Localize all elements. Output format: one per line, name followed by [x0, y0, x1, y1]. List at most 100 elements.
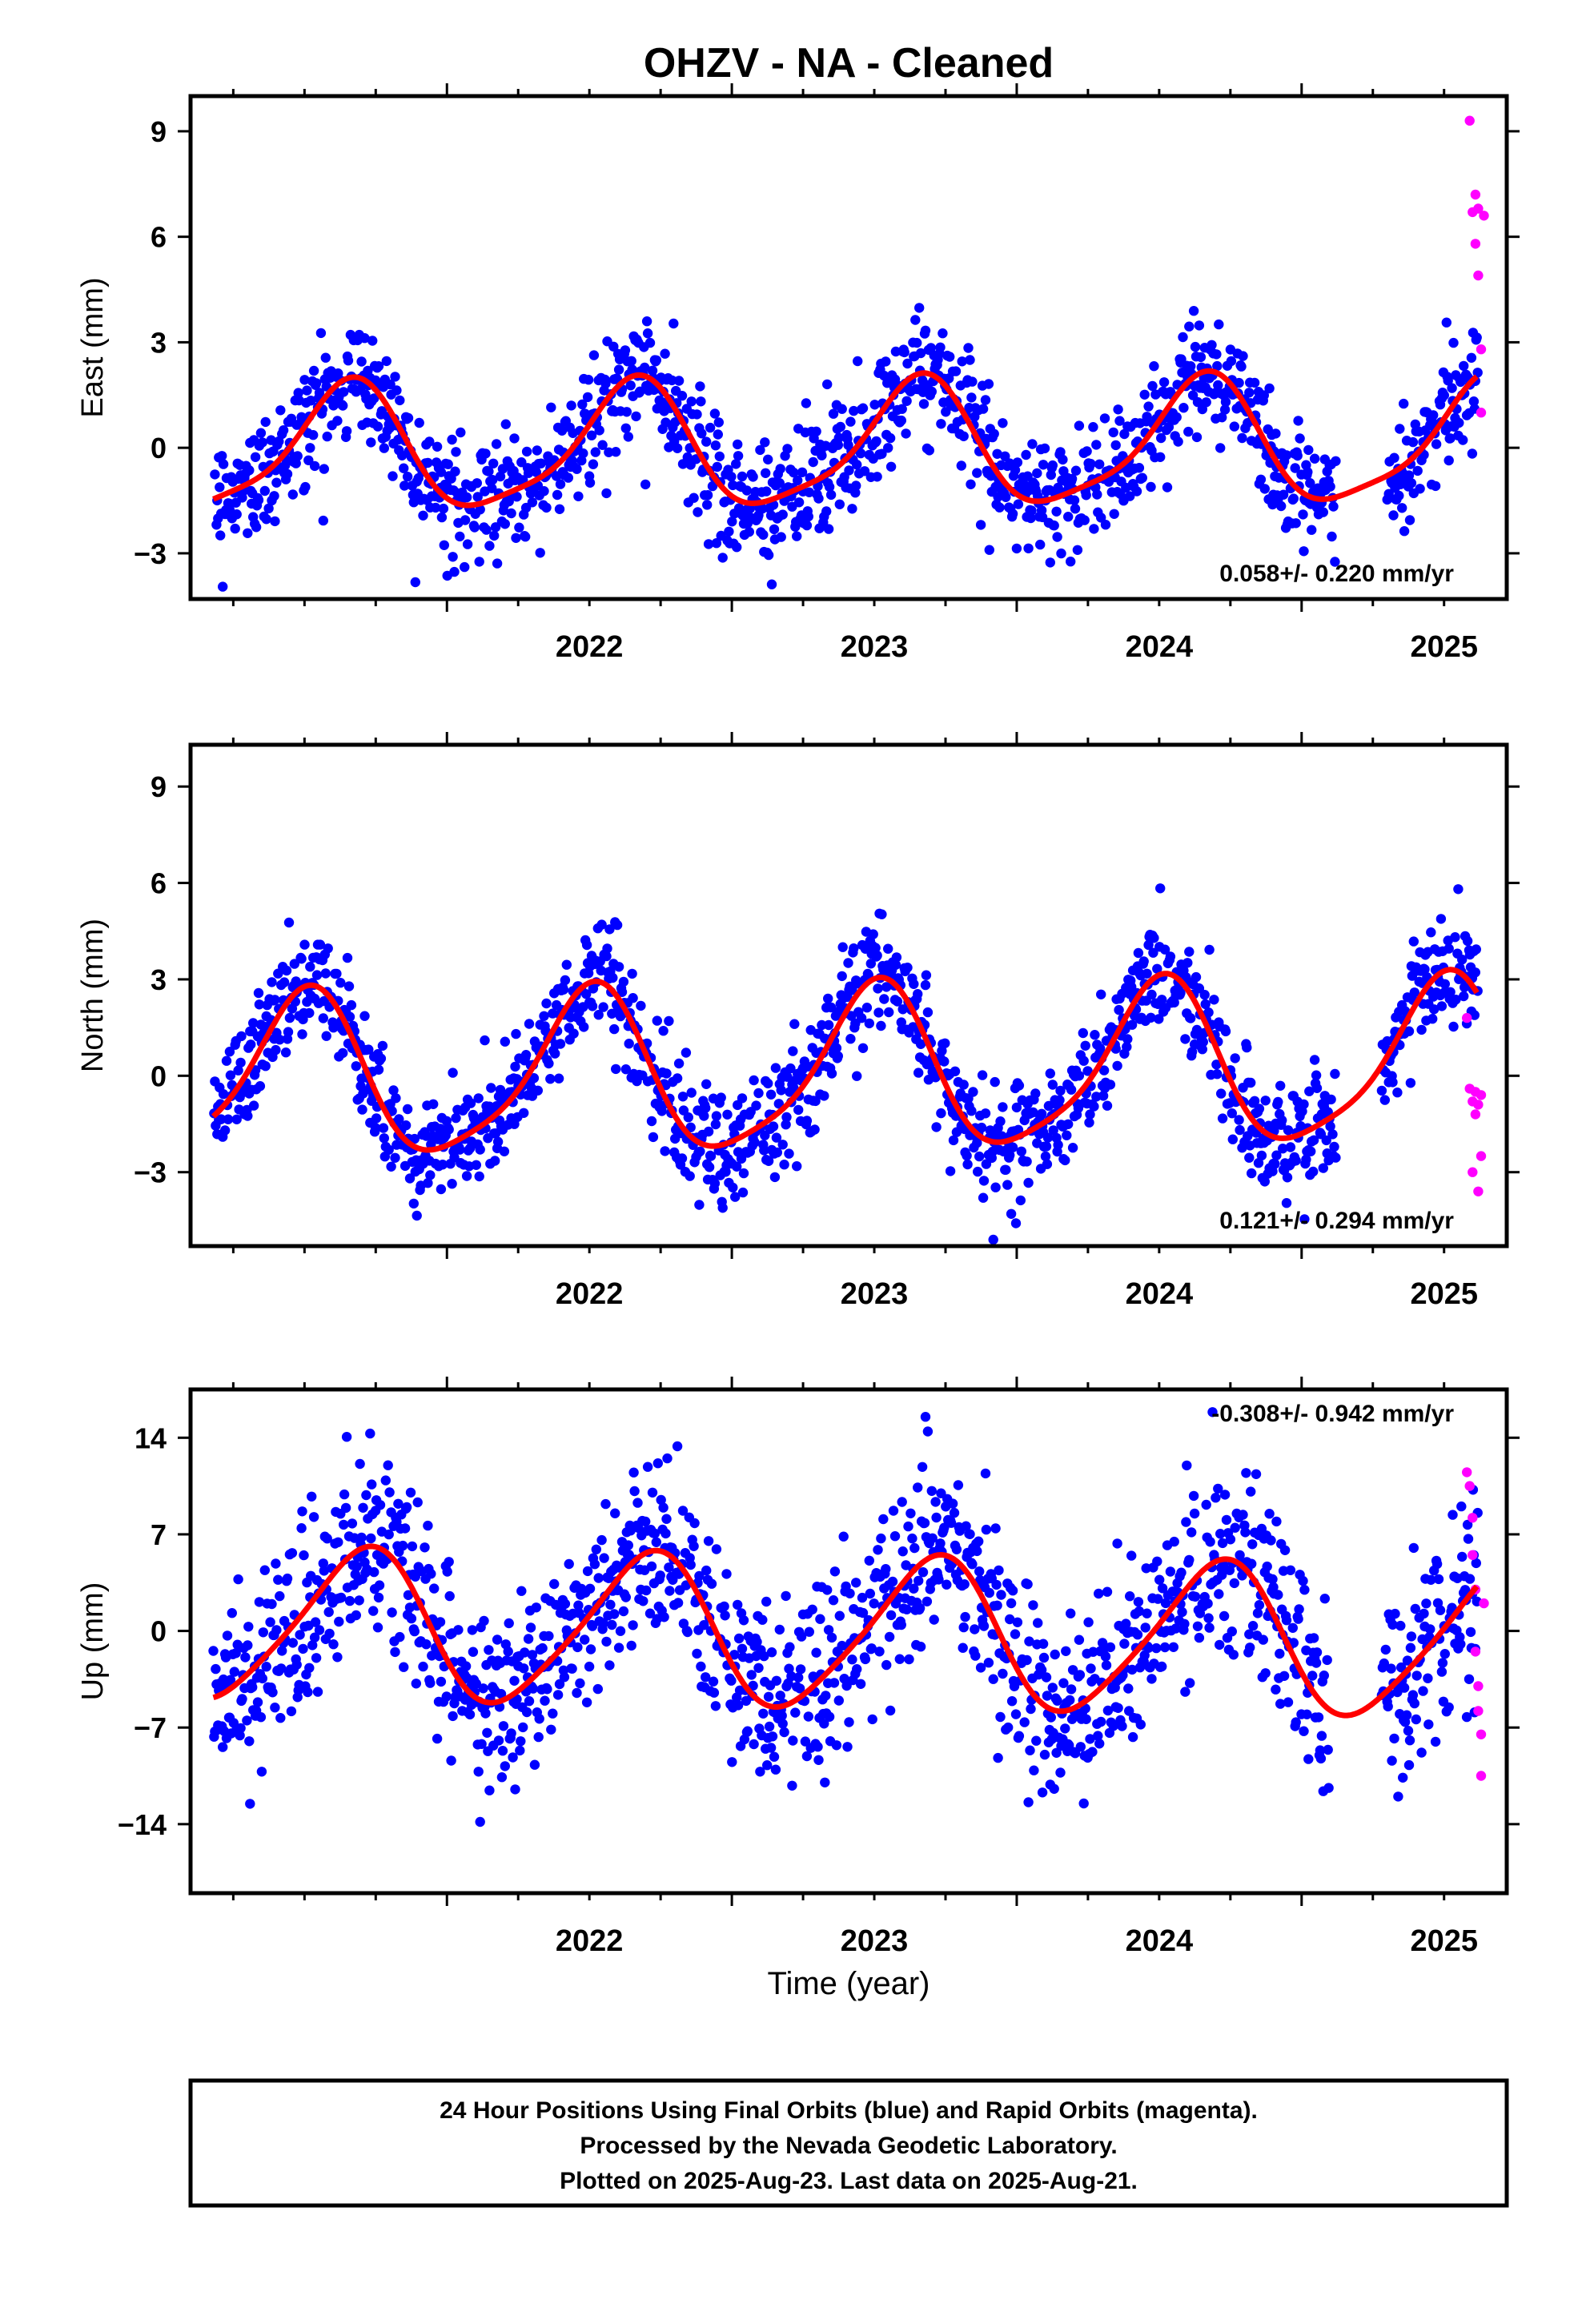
east-final-point [527, 497, 538, 508]
north-final-point [1175, 987, 1186, 999]
east-final-point [1299, 546, 1309, 557]
east-final-point [669, 318, 679, 329]
east-final-point [897, 404, 907, 414]
east-final-point [631, 411, 641, 422]
up-final-point [1039, 1749, 1050, 1760]
east-final-point [1108, 427, 1118, 438]
east-final-point [1186, 361, 1196, 372]
north-final-point [1015, 1195, 1026, 1206]
east-final-point [314, 388, 325, 398]
north-final-point [1165, 951, 1176, 962]
north-final-point [1457, 955, 1468, 965]
up-final-point [696, 1661, 706, 1672]
up-final-point [1102, 1705, 1114, 1716]
north-final-point [990, 1182, 1001, 1192]
up-final-point [1143, 1642, 1154, 1653]
east-final-point [1215, 443, 1226, 453]
up-final-point [407, 1541, 418, 1552]
up-final-point [1060, 1723, 1070, 1734]
up-final-point [894, 1654, 905, 1664]
east-final-point [766, 579, 777, 589]
up-final-point [1051, 1747, 1062, 1758]
up-final-point [304, 1663, 315, 1673]
up-final-point [373, 1592, 384, 1603]
up-final-point [640, 1516, 651, 1527]
east-final-point [1194, 320, 1205, 331]
north-final-point [311, 970, 323, 980]
up-final-point [592, 1683, 603, 1695]
north-final-point [703, 1126, 714, 1137]
up-final-point [1019, 1717, 1030, 1727]
north-final-point [539, 1011, 549, 1022]
up-final-point [575, 1678, 585, 1689]
east-final-point [403, 412, 414, 424]
north-final-point [784, 1148, 794, 1159]
up-final-point [383, 1460, 393, 1470]
north-final-point [1098, 1091, 1109, 1101]
up-final-point [254, 1597, 265, 1607]
north-final-point [1089, 1101, 1099, 1112]
north-final-point [1460, 982, 1470, 993]
east-final-point [484, 466, 494, 476]
up-final-point [1275, 1699, 1286, 1709]
east-final-point [899, 347, 909, 358]
up-rapid-point [1468, 1550, 1478, 1561]
up-y-tick-label: −7 [134, 1711, 167, 1744]
up-final-point [581, 1697, 592, 1707]
up-final-point [1431, 1558, 1443, 1570]
east-final-point [1309, 453, 1320, 464]
east-final-point [332, 416, 343, 426]
up-final-point [252, 1697, 263, 1707]
east-final-point [1303, 467, 1313, 477]
north-final-point [977, 1070, 988, 1080]
up-final-point [351, 1562, 362, 1572]
north-final-point [428, 1099, 439, 1110]
up-final-point [815, 1614, 825, 1624]
up-final-point [429, 1583, 440, 1594]
north-final-point [1016, 1146, 1027, 1157]
up-final-point [887, 1576, 898, 1587]
east-final-point [813, 493, 824, 504]
up-final-point [1033, 1618, 1043, 1628]
up-final-point [554, 1679, 565, 1690]
up-rapid-point [1464, 1481, 1475, 1491]
east-final-point [853, 356, 863, 367]
up-final-point [1112, 1538, 1122, 1549]
north-final-point [378, 1123, 389, 1133]
up-final-point [1127, 1731, 1138, 1743]
up-final-point [225, 1675, 236, 1685]
up-rapid-point [1473, 1681, 1484, 1691]
north-final-point [792, 1161, 802, 1172]
up-final-point [703, 1536, 714, 1546]
north-final-point [868, 929, 878, 939]
east-final-point [822, 379, 833, 390]
east-final-point [957, 356, 967, 367]
east-final-point [577, 399, 588, 410]
north-final-point [876, 1020, 886, 1031]
north-final-point [940, 1038, 950, 1049]
north-final-point [1282, 1172, 1293, 1183]
north-final-point [1436, 1001, 1447, 1011]
east-final-point [1412, 465, 1423, 476]
up-final-point [984, 1587, 995, 1598]
north-final-point [823, 1019, 834, 1031]
east-final-point [1162, 482, 1173, 493]
north-final-point [267, 977, 277, 987]
east-final-point [546, 402, 556, 412]
north-final-point [1426, 927, 1436, 938]
east-final-point [1021, 449, 1031, 460]
up-final-point [1038, 1652, 1050, 1663]
north-y-tick-label: 3 [151, 963, 167, 996]
east-final-point [902, 358, 913, 369]
up-final-point [471, 1679, 481, 1689]
up-final-point [383, 1529, 394, 1540]
north-final-point [913, 1068, 924, 1078]
east-final-point [926, 386, 938, 397]
north-final-point [1379, 1095, 1391, 1105]
east-final-point [1142, 412, 1152, 422]
east-final-point [541, 502, 552, 513]
up-final-point [544, 1630, 554, 1642]
north-final-point [1204, 944, 1215, 955]
east-final-point [1113, 404, 1123, 415]
north-final-point [1138, 956, 1149, 967]
